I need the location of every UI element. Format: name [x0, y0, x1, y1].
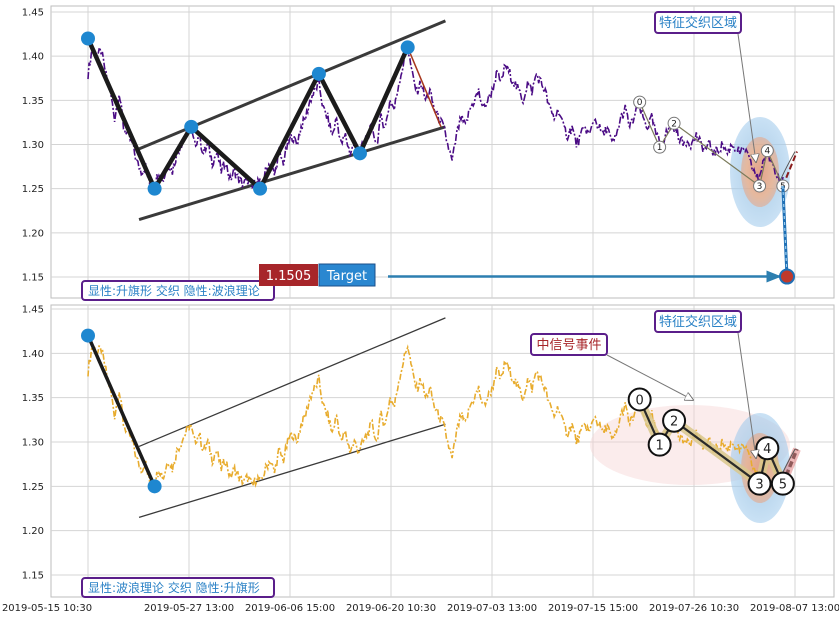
target-label-text: Target [326, 269, 367, 284]
target-label-badge [318, 263, 376, 287]
wave-label: 0 [637, 98, 643, 108]
target-value-text: 1.1505 [266, 269, 312, 284]
target-projection-line [781, 185, 789, 277]
signal-arrow [606, 354, 693, 400]
wave-point [753, 179, 767, 193]
y-tick-label: 1.40 [22, 349, 44, 360]
y-tick-label: 1.30 [22, 438, 44, 449]
y-tick-label: 1.25 [22, 482, 44, 493]
top-panel: 1.451.401.351.301.251.201.15012345特征交织区域… [22, 5, 835, 301]
zone-label-box [654, 11, 742, 34]
pattern-point [352, 146, 367, 161]
channel-lower-line [138, 125, 446, 222]
x-tick-label: 2019-07-15 15:00 [548, 603, 638, 614]
legend-box [81, 577, 275, 598]
y-tick-label: 1.15 [22, 571, 44, 582]
wave-point [770, 471, 795, 496]
y-tick-label: 1.20 [22, 526, 44, 537]
y-tick-label: 1.15 [22, 273, 44, 284]
y-tick-label: 1.20 [22, 228, 44, 239]
wave-label: 0 [636, 393, 644, 408]
channel-lower-line [138, 423, 446, 518]
x-tick-label: 2019-05-27 13:00 [144, 603, 234, 614]
bottom-panel: 1.45 1.40 1.35 1.30 1.25 1.20 1.15 0 12 3 4 5 特征交织区域… [22, 304, 835, 598]
pattern-point [184, 119, 199, 134]
legend-text: 显性:升旗形 交织 隐性:波浪理论 [88, 283, 260, 298]
wave-point [662, 408, 687, 433]
pattern-point [311, 66, 326, 81]
wave-point [747, 471, 772, 496]
signal-label-text: 中信号事件 [536, 338, 601, 353]
x-tick-label: 2019-07-26 10:30 [649, 603, 739, 614]
y-tick-label: 1.45 [22, 305, 44, 316]
feature-zone-core [741, 137, 779, 207]
pattern-point [400, 40, 415, 55]
y-tick-label: 1.35 [22, 393, 44, 404]
wave-point [667, 116, 681, 130]
x-tick-label: 2019-05-15 10:30 [2, 603, 92, 614]
signal-label-box [530, 333, 608, 356]
zone-arrow [737, 33, 756, 162]
wave-label: 2 [670, 415, 678, 430]
zone-arrow [737, 332, 756, 458]
plot-frame [50, 5, 835, 299]
x-tick-label: 2019-06-06 15:00 [245, 603, 335, 614]
wave-label: 5 [779, 478, 787, 493]
pattern-point [81, 328, 95, 343]
wave-label: 4 [764, 147, 770, 157]
y-tick-label: 1.25 [22, 184, 44, 195]
x-tick-label: 2019-07-03 13:00 [447, 603, 537, 614]
wave-label: 3 [755, 478, 763, 493]
wave-point [627, 387, 652, 412]
x-tick-label: 2019-08-07 13:00 [750, 603, 839, 614]
target-point [779, 268, 795, 285]
price-series-line [87, 343, 786, 490]
wave-label: 1 [657, 143, 663, 153]
wave-label: 2 [671, 119, 677, 129]
wave-label: 1 [656, 439, 664, 454]
x-tick-label: 2019-06-20 10:30 [346, 603, 436, 614]
legend-text: 显性:波浪理论 交织 隐性:升旗形 [88, 580, 260, 595]
target-value-badge [259, 264, 318, 286]
projection-line [781, 151, 798, 187]
wave-label: 4 [763, 442, 771, 457]
y-tick-label: 1.35 [22, 96, 44, 107]
x-axis: 2019-05-15 10:30 2019-05-27 13:00 2019-06-… [2, 603, 839, 614]
wave-label: 3 [757, 182, 763, 192]
pattern-point [147, 479, 162, 494]
legend-box [81, 280, 275, 301]
wave-point [633, 95, 647, 109]
channel-upper-line [138, 317, 446, 448]
y-tick-label: 1.30 [22, 140, 44, 151]
pattern-point [81, 31, 95, 46]
zone-label-text: 特征交织区域 [659, 314, 737, 330]
pattern-line [86, 334, 157, 488]
wave-point [755, 436, 780, 461]
pattern-point [147, 181, 162, 196]
wave-point [760, 144, 774, 158]
y-tick-label: 1.40 [22, 52, 44, 63]
pattern-exit-line [406, 47, 442, 128]
wave-point [653, 140, 667, 154]
wave-point [647, 432, 672, 457]
zone-label-box [654, 310, 742, 333]
price-series-line [87, 46, 786, 193]
y-tick-label: 1.45 [22, 8, 44, 19]
zone-label-text: 特征交织区域 [659, 15, 737, 31]
pattern-point [253, 181, 268, 196]
